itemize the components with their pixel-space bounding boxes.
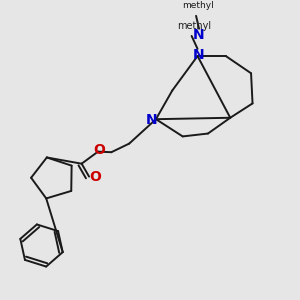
Text: N: N: [146, 113, 157, 127]
Text: O: O: [90, 170, 101, 184]
Text: N: N: [193, 28, 205, 41]
Text: methyl: methyl: [177, 21, 211, 31]
Text: O: O: [93, 143, 105, 157]
Text: methyl: methyl: [182, 1, 213, 10]
Text: N: N: [193, 48, 205, 62]
